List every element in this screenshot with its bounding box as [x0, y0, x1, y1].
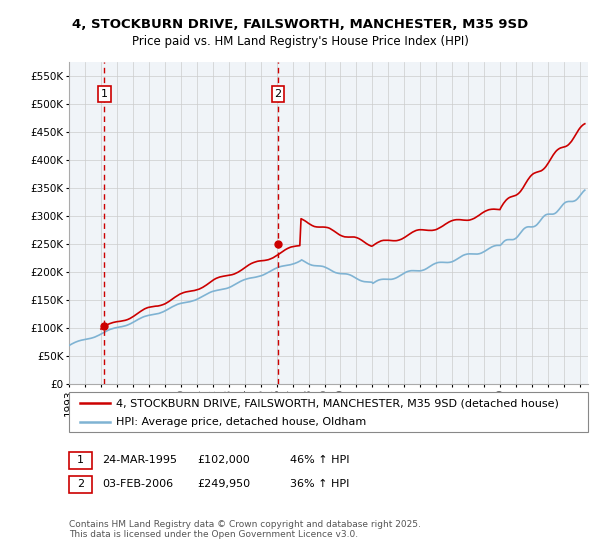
Text: 24-MAR-1995: 24-MAR-1995 — [103, 455, 178, 465]
Text: 1: 1 — [77, 455, 84, 465]
Text: 1: 1 — [101, 89, 108, 99]
Text: 03-FEB-2006: 03-FEB-2006 — [103, 479, 174, 489]
Text: 4, STOCKBURN DRIVE, FAILSWORTH, MANCHESTER, M35 9SD (detached house): 4, STOCKBURN DRIVE, FAILSWORTH, MANCHEST… — [116, 398, 559, 408]
Text: HPI: Average price, detached house, Oldham: HPI: Average price, detached house, Oldh… — [116, 417, 366, 427]
Text: Contains HM Land Registry data © Crown copyright and database right 2025.
This d: Contains HM Land Registry data © Crown c… — [69, 520, 421, 539]
Text: 2: 2 — [274, 89, 281, 99]
Text: 4, STOCKBURN DRIVE, FAILSWORTH, MANCHESTER, M35 9SD: 4, STOCKBURN DRIVE, FAILSWORTH, MANCHEST… — [72, 18, 528, 31]
Text: 46% ↑ HPI: 46% ↑ HPI — [290, 455, 349, 465]
Text: 2: 2 — [77, 479, 84, 489]
Text: Price paid vs. HM Land Registry's House Price Index (HPI): Price paid vs. HM Land Registry's House … — [131, 35, 469, 48]
Text: £102,000: £102,000 — [197, 455, 250, 465]
Text: £249,950: £249,950 — [197, 479, 250, 489]
Text: 36% ↑ HPI: 36% ↑ HPI — [290, 479, 349, 489]
